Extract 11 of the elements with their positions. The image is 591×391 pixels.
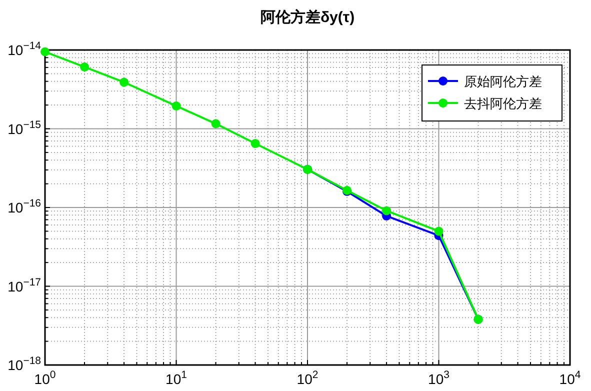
y-tick-label: 10$^{−14}$: [8, 40, 42, 58]
legend-label: 去抖阿伦方差: [464, 96, 542, 111]
x-tick-label: 10$^{1}$: [166, 369, 188, 387]
y-tick-label: 10$^{−17}$: [8, 276, 42, 294]
chart-title: 阿伦方差δy(τ): [260, 8, 355, 26]
y-tick-label: 10$^{−15}$: [8, 118, 42, 137]
y-tick-label: 10$^{−16}$: [8, 198, 42, 216]
x-tick-label: 10$^{3}$: [428, 369, 450, 387]
x-tick-label: 10$^{4}$: [559, 369, 581, 387]
x-tick-label: 10$^{2}$: [296, 369, 318, 387]
legend-label: 原始阿伦方差: [464, 74, 542, 89]
